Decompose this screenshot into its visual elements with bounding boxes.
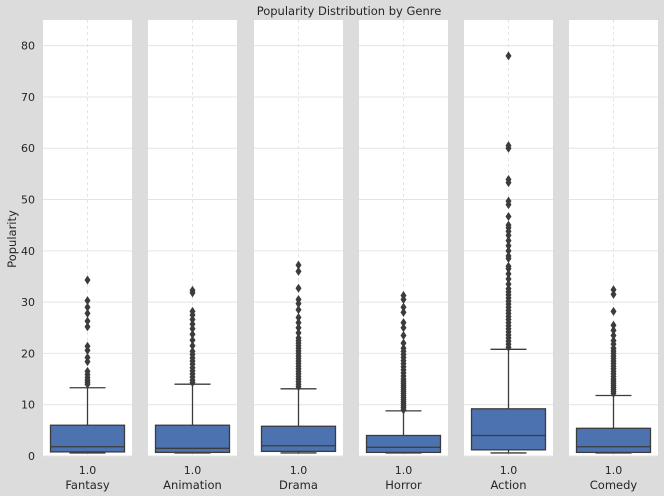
outlier-point <box>295 323 302 333</box>
outlier-point <box>400 302 407 312</box>
y-tick-label: 60 <box>21 142 35 155</box>
outlier-point <box>189 346 196 356</box>
outlier-point <box>84 296 91 306</box>
y-tick-label: 40 <box>21 245 35 258</box>
outlier-point <box>610 320 617 330</box>
outlier-point <box>295 295 302 305</box>
y-tick-label: 80 <box>21 40 35 53</box>
outlier-point <box>505 220 512 230</box>
outlier-point <box>295 318 302 328</box>
outlier-point <box>610 325 617 335</box>
outlier-point <box>610 336 617 346</box>
outlier-point <box>610 285 617 295</box>
outlier-point <box>505 51 512 61</box>
outlier-point <box>505 279 512 289</box>
outlier-point <box>505 261 512 271</box>
outlier-point <box>295 266 302 276</box>
iqr-box <box>575 427 652 454</box>
outlier-point <box>295 305 302 315</box>
genre-panels: 1.0Fantasy1.0Animation1.0Drama1.0Horror1… <box>43 20 658 492</box>
y-tick-label: 0 <box>28 450 35 463</box>
x-tick-label: 1.0 <box>500 464 518 477</box>
outlier-point <box>189 335 196 345</box>
outlier-point <box>189 341 196 351</box>
outlier-point <box>400 330 407 340</box>
outlier-point <box>400 323 407 333</box>
iqr-box <box>260 425 337 453</box>
outlier-point <box>84 366 91 376</box>
outlier-point <box>295 333 302 343</box>
outlier-point <box>610 289 617 299</box>
outlier-point <box>505 246 512 256</box>
x-tick-label: 1.0 <box>79 464 97 477</box>
outlier-point <box>84 353 91 363</box>
outlier-point <box>84 322 91 332</box>
outlier-point <box>189 285 196 295</box>
genre-label: Action <box>490 478 526 492</box>
y-tick-label: 50 <box>21 194 35 207</box>
chart-title: Popularity Distribution by Genre <box>257 4 442 18</box>
y-tick-label: 20 <box>21 347 35 360</box>
y-axis-ticks: 0 10 20 30 40 50 60 70 80 <box>21 40 35 463</box>
genre-label: Animation <box>163 478 222 492</box>
outlier-point <box>400 318 407 328</box>
iqr-box <box>470 408 547 451</box>
y-tick-label: 10 <box>21 399 35 412</box>
genre-label: Comedy <box>590 478 638 492</box>
x-tick-label: 1.0 <box>184 464 202 477</box>
outlier-point <box>505 196 512 206</box>
outlier-point <box>189 306 196 316</box>
outlier-point <box>505 211 512 221</box>
outlier-point <box>189 324 196 334</box>
outlier-point <box>505 251 512 261</box>
iqr-box <box>365 434 442 454</box>
genre-label: Fantasy <box>65 478 109 492</box>
outlier-point <box>84 275 91 285</box>
y-tick-label: 70 <box>21 91 35 104</box>
x-tick-label: 1.0 <box>290 464 308 477</box>
outlier-point <box>189 329 196 339</box>
outlier-point <box>400 343 407 353</box>
genre-label: Horror <box>385 478 422 492</box>
outlier-point <box>84 316 91 326</box>
outlier-point <box>189 319 196 329</box>
y-axis-label: Popularity <box>5 210 19 268</box>
genre-label: Drama <box>279 478 318 492</box>
outlier-point <box>505 241 512 251</box>
outlier-point <box>505 175 512 185</box>
outlier-point <box>505 274 512 284</box>
outlier-point <box>295 283 302 293</box>
outlier-point <box>505 141 512 151</box>
outlier-point <box>505 284 512 294</box>
x-tick-label: 1.0 <box>605 464 623 477</box>
outlier-point <box>610 306 617 316</box>
outlier-point <box>400 307 407 317</box>
outlier-point <box>295 260 302 270</box>
outlier-point <box>505 269 512 279</box>
iqr-box <box>49 424 126 453</box>
outlier-point <box>295 328 302 338</box>
outlier-point <box>84 341 91 351</box>
outlier-point <box>400 290 407 300</box>
x-tick-label: 1.0 <box>395 464 413 477</box>
outlier-point <box>189 315 196 325</box>
outlier-point <box>295 313 302 323</box>
outlier-point <box>400 338 407 348</box>
outlier-point <box>84 308 91 318</box>
outlier-point <box>84 302 91 312</box>
outlier-point <box>505 236 512 246</box>
outlier-point <box>610 330 617 340</box>
y-tick-label: 30 <box>21 296 35 309</box>
